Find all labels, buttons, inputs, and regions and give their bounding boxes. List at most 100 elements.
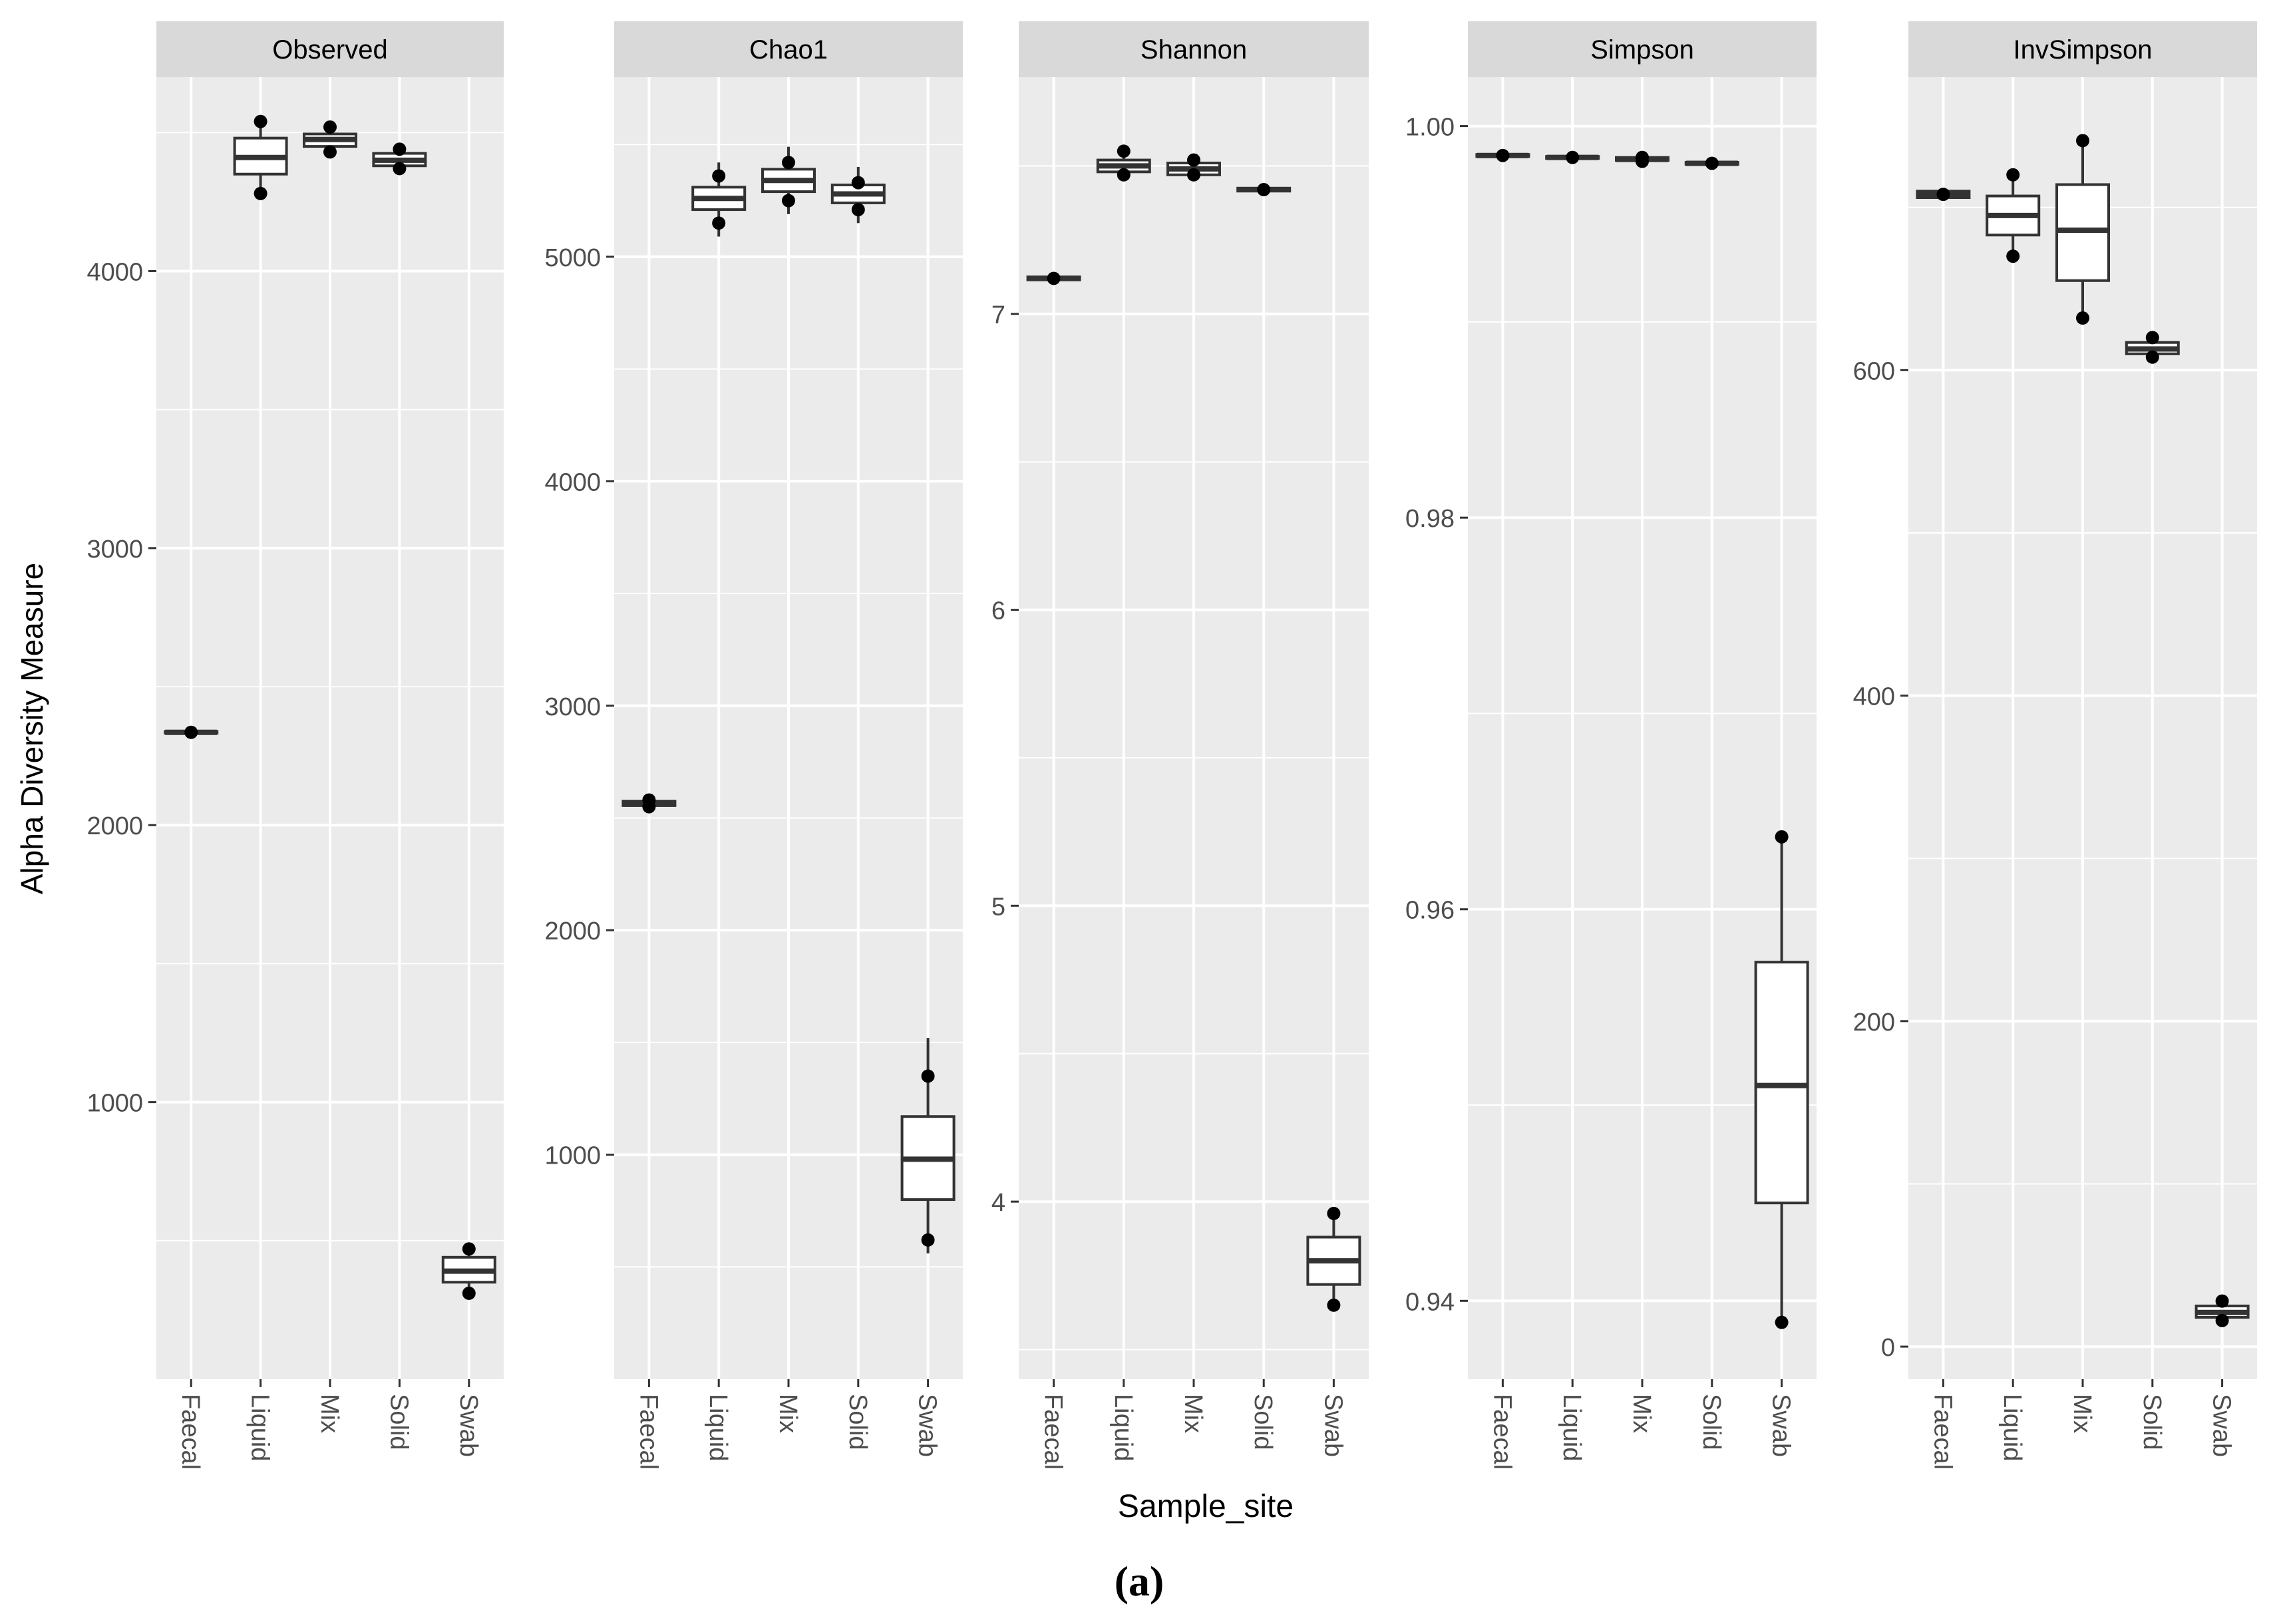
y-tick-label: 4000: [544, 468, 601, 496]
y-tick-label: 2000: [544, 917, 601, 945]
facet-strip: [1019, 21, 1369, 77]
x-tick-label: Solid: [1249, 1394, 1277, 1450]
x-tick-label: Liquid: [1558, 1394, 1586, 1461]
y-tick-label: 1000: [87, 1090, 143, 1118]
facet-strip: [1908, 21, 2257, 77]
boxplot-liquid: [233, 114, 288, 200]
x-tick-label: Swab: [1319, 1394, 1347, 1457]
data-point: [782, 194, 795, 208]
boxplot-solid: [1236, 183, 1292, 197]
data-point: [921, 1069, 935, 1083]
data-point: [254, 114, 267, 128]
data-point: [1496, 148, 1510, 162]
y-tick-label: 600: [1853, 357, 1895, 385]
facet-strip: [614, 21, 963, 77]
y-tick-label: 1000: [544, 1142, 601, 1170]
x-tick-label: Liquid: [704, 1394, 732, 1461]
boxplot-mix: [1166, 153, 1221, 182]
data-point: [323, 145, 337, 159]
data-point: [1775, 1315, 1789, 1329]
y-axis-title: Alpha Diversity Measure: [15, 563, 49, 895]
x-tick-label: Liquid: [246, 1394, 274, 1461]
x-tick-label: Faecal: [1039, 1394, 1067, 1470]
y-tick-label: 0.96: [1405, 897, 1455, 925]
data-point: [1117, 144, 1131, 158]
boxplot-liquid: [1986, 168, 2041, 263]
facet-strip: [1468, 21, 1817, 77]
data-point: [393, 142, 407, 156]
y-tick-label: 3000: [87, 536, 143, 564]
data-point: [1566, 150, 1580, 164]
x-tick-label: Swab: [1767, 1394, 1795, 1457]
data-point: [2076, 134, 2089, 148]
y-tick-label: 0.94: [1405, 1288, 1455, 1316]
y-tick-label: 1.00: [1405, 114, 1455, 142]
data-point: [393, 162, 407, 176]
boxplot-swab: [1306, 1206, 1361, 1312]
data-point: [1117, 168, 1131, 182]
x-tick-label: Mix: [315, 1394, 343, 1433]
data-point: [184, 725, 198, 739]
boxplot-swab: [441, 1242, 496, 1300]
data-point: [1327, 1206, 1341, 1220]
boxplot-faecal: [1026, 271, 1081, 285]
x-tick-label: Faecal: [634, 1394, 662, 1470]
panel-simpson: Simpson 0.94 0.96 0.98 1.00 Faecal Liquid Mix So…: [1405, 21, 1817, 1470]
y-tick-label: 5: [991, 893, 1005, 921]
x-tick-label: Swab: [454, 1394, 482, 1457]
facet-strip-title: Observed: [272, 35, 387, 65]
data-point: [642, 800, 656, 814]
data-point: [712, 169, 726, 183]
y-tick-label: 0: [1881, 1334, 1895, 1362]
data-point: [323, 120, 337, 134]
data-point: [851, 176, 865, 190]
data-point: [2145, 331, 2159, 345]
boxplot-swab: [2194, 1294, 2250, 1327]
x-tick-label: Solid: [844, 1394, 872, 1450]
boxplot-mix: [1615, 150, 1669, 168]
data-point: [1257, 183, 1271, 197]
y-tick-label: 400: [1853, 683, 1895, 711]
boxplot-mix: [2055, 134, 2110, 325]
boxplot-solid: [372, 142, 427, 176]
x-tick-label: Liquid: [1998, 1394, 2026, 1461]
data-point: [851, 203, 865, 217]
facet-strip-title: Simpson: [1590, 35, 1694, 65]
data-point: [2215, 1313, 2229, 1327]
y-tick-label: 3000: [544, 693, 601, 721]
panel-invsimpson: InvSimpson 0 200 400 600 Faecal Liquid Mix Solid…: [1853, 21, 2257, 1470]
boxplot-faecal: [164, 725, 219, 739]
boxplot-solid: [2125, 331, 2180, 364]
x-tick-label: Faecal: [176, 1394, 204, 1470]
facet-strip-title: Chao1: [749, 35, 828, 65]
box-iqr: [1754, 961, 1809, 1205]
boxplot-mix: [761, 146, 816, 214]
data-point: [2076, 311, 2089, 325]
panel-chao1: Chao1 1000 2000 3000 4000 5000 Faecal Liquid Mix…: [544, 21, 963, 1470]
data-point: [1327, 1298, 1341, 1312]
boxplot-liquid: [691, 162, 747, 237]
y-tick-label: 0.98: [1405, 505, 1455, 533]
data-point: [462, 1286, 476, 1300]
figure-caption: (a): [1115, 1557, 1164, 1605]
x-tick-label: Solid: [385, 1394, 413, 1450]
data-point: [782, 156, 795, 170]
x-tick-label: Faecal: [1488, 1394, 1516, 1470]
data-point: [1936, 188, 1950, 202]
facet-strip-title: Shannon: [1140, 35, 1247, 65]
y-tick-label: 4000: [87, 258, 143, 286]
panel-observed: Observed 1000 2000 3000 4000 Faecal Liquid Mix S…: [87, 21, 504, 1470]
y-tick-label: 7: [991, 301, 1005, 329]
data-point: [1636, 154, 1649, 168]
boxplot-swab: [1754, 830, 1809, 1329]
x-axis-title: Sample_site: [1118, 1489, 1294, 1524]
x-tick-label: Mix: [1628, 1394, 1656, 1433]
y-tick-label: 4: [991, 1189, 1005, 1217]
x-tick-label: Swab: [914, 1394, 942, 1457]
x-tick-label: Faecal: [1928, 1394, 1956, 1470]
data-point: [1047, 271, 1061, 285]
data-point: [1187, 168, 1200, 182]
facet-strip-title: InvSimpson: [2014, 35, 2153, 65]
